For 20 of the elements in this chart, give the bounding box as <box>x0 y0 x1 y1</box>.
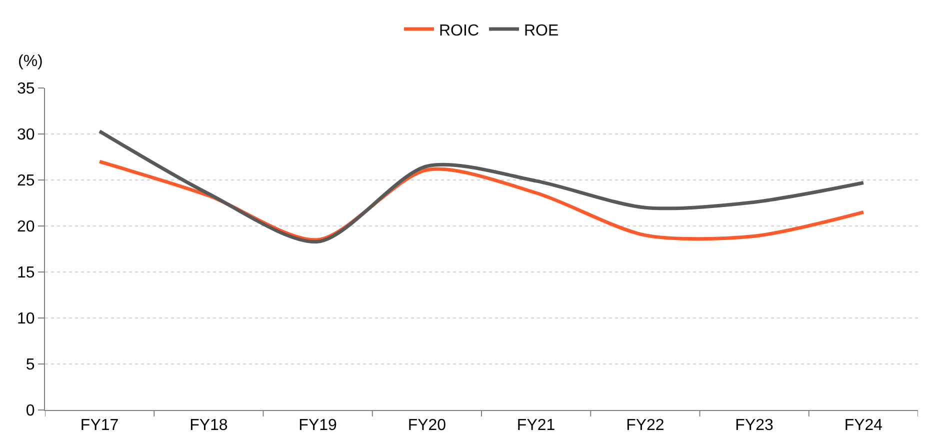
y-tick-label: 25 <box>17 172 35 190</box>
y-tick-label: 15 <box>17 264 35 282</box>
y-tick-label: 5 <box>26 356 35 374</box>
y-tick-label: 20 <box>17 218 35 236</box>
y-tick-label: 10 <box>17 310 35 328</box>
x-tick-label: FY17 <box>80 417 119 434</box>
y-tick-label: 35 <box>17 80 35 98</box>
y-tick-label: 0 <box>26 402 35 420</box>
x-tick-label: FY24 <box>844 417 883 434</box>
y-axis-title: (%) <box>18 53 43 70</box>
x-tick-label: FY23 <box>735 417 774 434</box>
x-tick-label: FY21 <box>516 417 556 434</box>
line-series <box>98 129 866 244</box>
legend-label: ROE <box>524 22 559 40</box>
legend-label: ROIC <box>439 22 479 40</box>
x-tick-label: FY20 <box>408 417 446 434</box>
x-tick-label: FY22 <box>626 417 664 434</box>
y-tick-label: 30 <box>17 126 35 144</box>
x-tick-label: FY19 <box>298 417 338 434</box>
x-tick-label: FY18 <box>190 417 228 434</box>
